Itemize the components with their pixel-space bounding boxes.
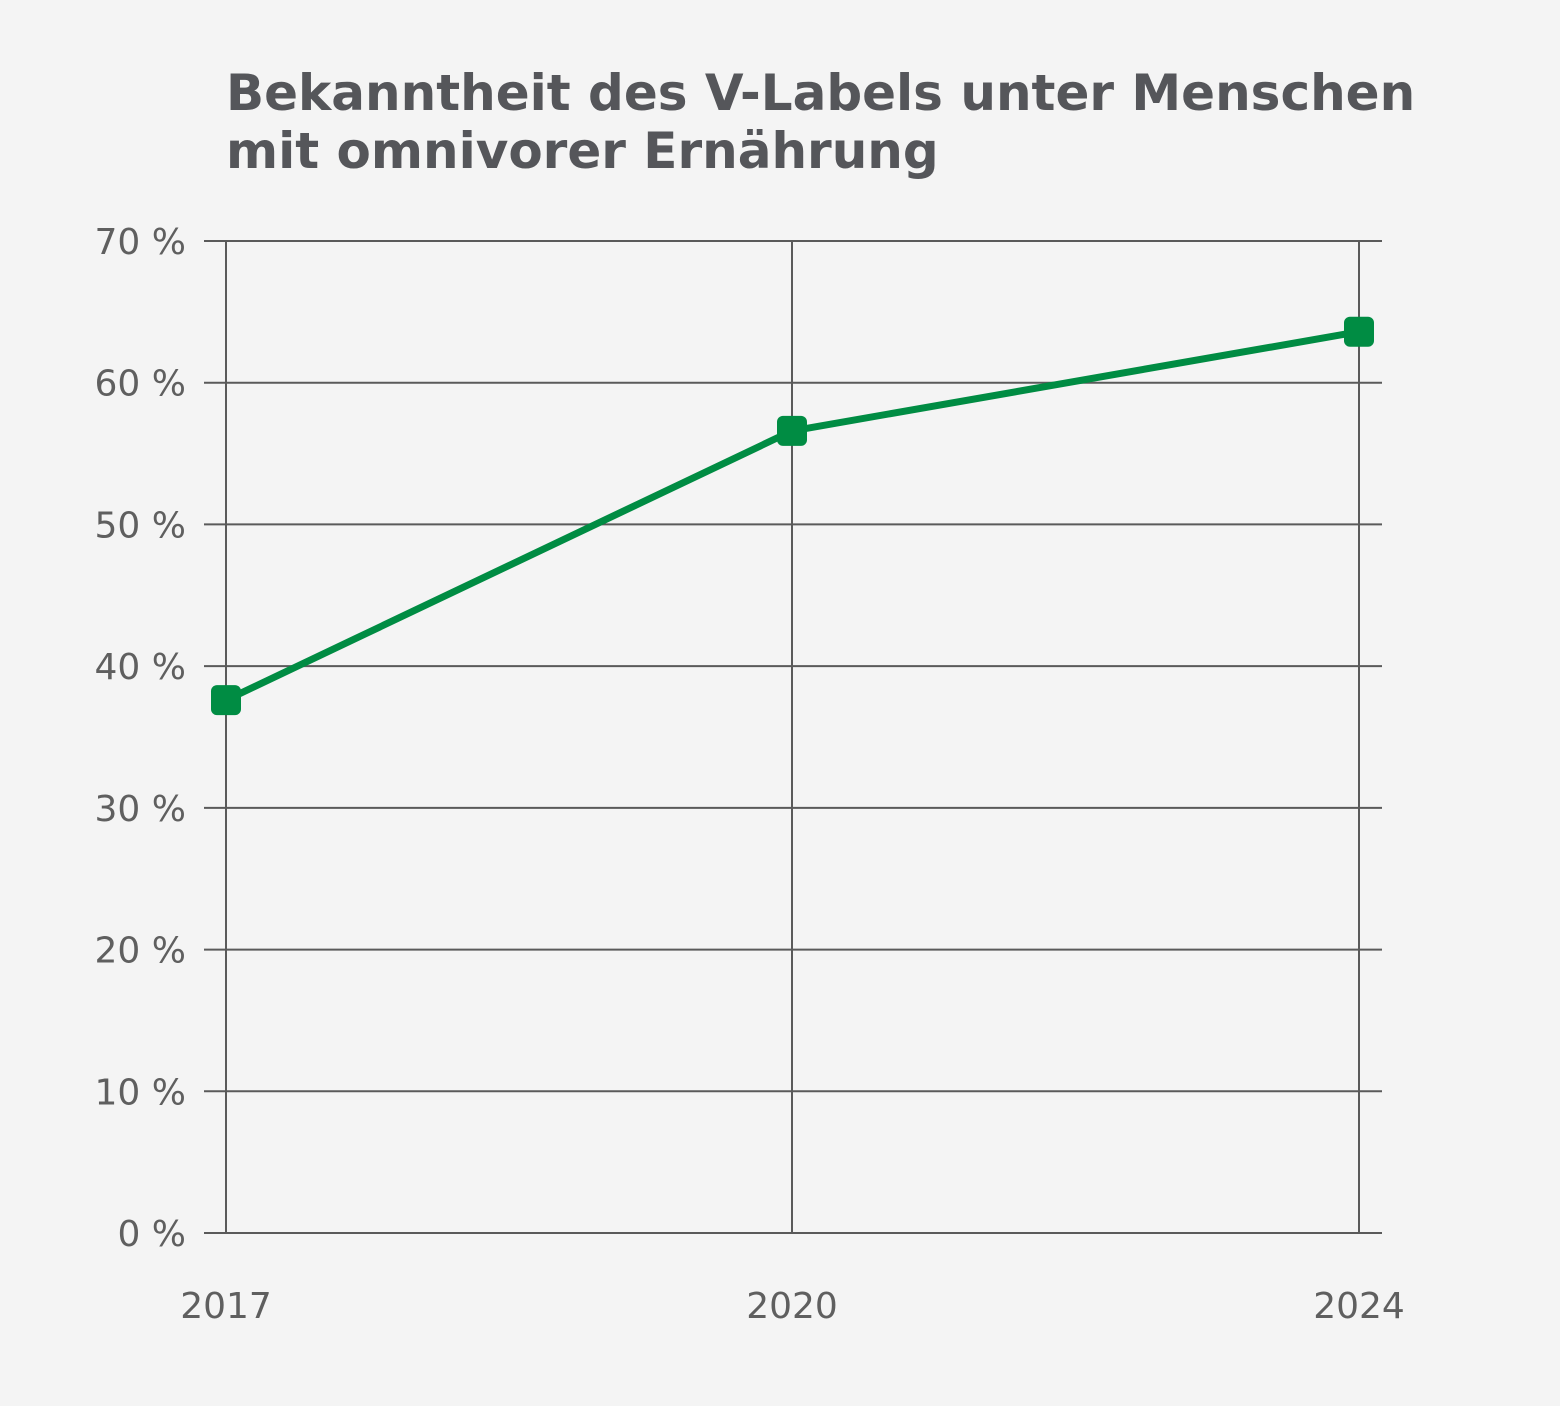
chart-title: Bekanntheit des V-Labels unter Menschen … — [226, 64, 1486, 180]
gridlines — [204, 240, 1382, 1234]
y-tick-label-70: 70 % — [95, 222, 186, 263]
data-marker-2020 — [777, 415, 807, 446]
data-marker-2024 — [1344, 316, 1374, 347]
y-tick-label-40: 40 % — [95, 647, 186, 688]
x-tick-label-2020: 2020 — [746, 1286, 838, 1327]
chart-title-line-2: mit omnivorer Ernährung — [226, 122, 939, 180]
y-tick-label-20: 20 % — [95, 931, 186, 972]
chart-title-line-1: Bekanntheit des V-Labels unter Menschen — [226, 64, 1416, 122]
x-tick-label-2024: 2024 — [1313, 1286, 1405, 1327]
data-marker-2017 — [211, 685, 241, 716]
y-axis-ticks: 0 % 10 % 20 % 30 % 40 % 50 % 60 % 70 % — [95, 222, 186, 1255]
y-tick-label-10: 10 % — [95, 1072, 186, 1113]
x-axis-ticks: 2017 2020 2024 — [180, 1286, 1405, 1327]
y-tick-label-30: 30 % — [95, 789, 186, 830]
series-group — [211, 316, 1374, 716]
y-tick-label-0: 0 % — [117, 1214, 186, 1255]
x-tick-label-2017: 2017 — [180, 1286, 272, 1327]
y-tick-label-50: 50 % — [95, 505, 186, 546]
y-tick-label-60: 60 % — [95, 364, 186, 405]
